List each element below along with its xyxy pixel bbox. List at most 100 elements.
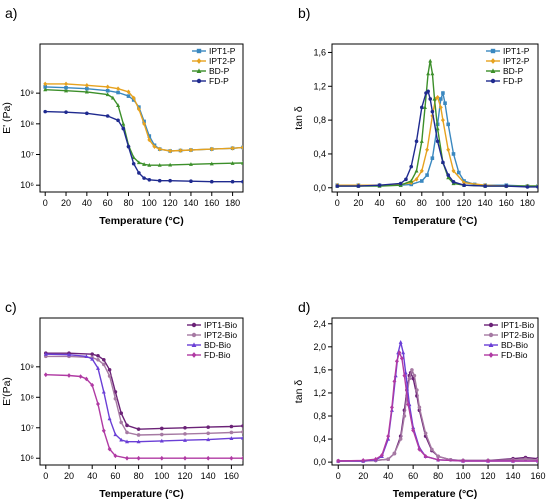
series-ipt2-bio bbox=[336, 367, 538, 463]
data-point bbox=[105, 88, 110, 93]
data-point bbox=[525, 185, 530, 189]
data-point bbox=[394, 358, 399, 364]
legend-item: IPT2-P bbox=[486, 56, 530, 66]
data-point bbox=[116, 103, 121, 107]
x-tick-label: 100 bbox=[435, 198, 450, 208]
y-tick-label: 10⁹ bbox=[20, 88, 34, 98]
data-point bbox=[147, 134, 152, 138]
data-point bbox=[206, 455, 211, 461]
data-point bbox=[43, 87, 48, 92]
legend-label: FD-Bio bbox=[204, 350, 231, 360]
data-point bbox=[409, 164, 414, 169]
legend-marker bbox=[196, 58, 202, 64]
data-point bbox=[131, 161, 136, 166]
data-point bbox=[90, 352, 94, 356]
legend-item: IPT1-P bbox=[486, 46, 530, 56]
y-tick-label: 1,2 bbox=[313, 81, 326, 91]
plot-frame bbox=[39, 317, 244, 466]
data-point bbox=[462, 183, 466, 188]
data-point bbox=[439, 97, 443, 101]
series-line bbox=[337, 90, 538, 188]
legend-marker bbox=[196, 68, 202, 73]
data-point bbox=[126, 89, 131, 95]
data-point bbox=[386, 457, 390, 462]
data-point bbox=[157, 146, 162, 152]
data-point bbox=[428, 58, 433, 63]
y-tick-label: 0,8 bbox=[313, 115, 326, 125]
y-axis-label: E' (Pa) bbox=[1, 102, 13, 134]
data-point bbox=[136, 160, 141, 165]
y-tick-label: 10⁷ bbox=[21, 423, 34, 433]
data-point bbox=[241, 435, 243, 440]
x-tick-label: 140 bbox=[478, 198, 493, 208]
data-point bbox=[430, 113, 435, 119]
x-tick-label: 20 bbox=[353, 198, 363, 208]
series-fd-bio bbox=[336, 350, 538, 464]
legend-label: IPT1-P bbox=[209, 46, 236, 56]
legend-item: IPT1-P bbox=[192, 46, 236, 56]
series-line bbox=[45, 374, 243, 459]
panel-label: b) bbox=[298, 5, 310, 21]
data-point bbox=[398, 340, 403, 344]
legend-marker bbox=[490, 58, 496, 64]
y-tick-label: 10⁹ bbox=[20, 362, 34, 372]
data-point bbox=[377, 183, 382, 188]
data-point bbox=[536, 185, 538, 189]
data-point bbox=[147, 162, 152, 167]
x-tick-label: 140 bbox=[506, 471, 521, 481]
data-point bbox=[85, 86, 89, 91]
data-point bbox=[107, 374, 112, 378]
data-point bbox=[440, 117, 445, 123]
series-fd-p bbox=[335, 89, 538, 189]
data-point bbox=[157, 178, 162, 183]
data-point bbox=[435, 94, 440, 100]
legend-marker bbox=[488, 352, 494, 358]
data-point bbox=[397, 350, 402, 355]
y-tick-label: 0,8 bbox=[313, 411, 326, 421]
y-tick-label: 10⁶ bbox=[20, 453, 34, 463]
x-tick-label: 160 bbox=[224, 471, 239, 481]
data-point bbox=[392, 451, 397, 456]
data-point bbox=[142, 121, 147, 127]
data-point bbox=[417, 447, 422, 452]
legend-label: IPT2-P bbox=[503, 56, 530, 66]
y-tick-label: 1,6 bbox=[313, 47, 326, 57]
data-point bbox=[411, 428, 416, 433]
data-point bbox=[85, 111, 89, 116]
x-tick-label: 0 bbox=[43, 471, 48, 481]
x-tick-label: 160 bbox=[204, 198, 219, 208]
legend-item: FD-Bio bbox=[187, 350, 231, 360]
y-tick-label: 0,4 bbox=[313, 434, 326, 444]
data-point bbox=[379, 452, 384, 458]
data-point bbox=[451, 152, 456, 156]
data-point bbox=[113, 396, 118, 401]
data-point bbox=[84, 89, 89, 94]
data-point bbox=[168, 162, 173, 167]
x-tick-label: 140 bbox=[201, 471, 216, 481]
data-point bbox=[409, 178, 414, 183]
data-point bbox=[43, 81, 48, 87]
x-tick-label: 120 bbox=[457, 198, 472, 208]
series-line bbox=[45, 352, 243, 430]
data-point bbox=[229, 430, 234, 435]
data-point bbox=[209, 179, 214, 184]
data-point bbox=[419, 139, 424, 143]
x-tick-label: 80 bbox=[123, 198, 133, 208]
data-point bbox=[64, 85, 68, 90]
data-point bbox=[96, 353, 100, 358]
legend-label: FD-P bbox=[503, 76, 523, 86]
data-point bbox=[119, 420, 123, 425]
series-line bbox=[45, 86, 243, 152]
data-point bbox=[414, 168, 419, 173]
series-bd-p bbox=[43, 87, 243, 167]
x-tick-label: 80 bbox=[134, 471, 144, 481]
data-point bbox=[483, 184, 487, 188]
data-point bbox=[511, 458, 516, 464]
panel-label: d) bbox=[298, 299, 310, 315]
data-point bbox=[168, 178, 172, 183]
data-point bbox=[425, 173, 429, 177]
data-point bbox=[147, 137, 152, 143]
